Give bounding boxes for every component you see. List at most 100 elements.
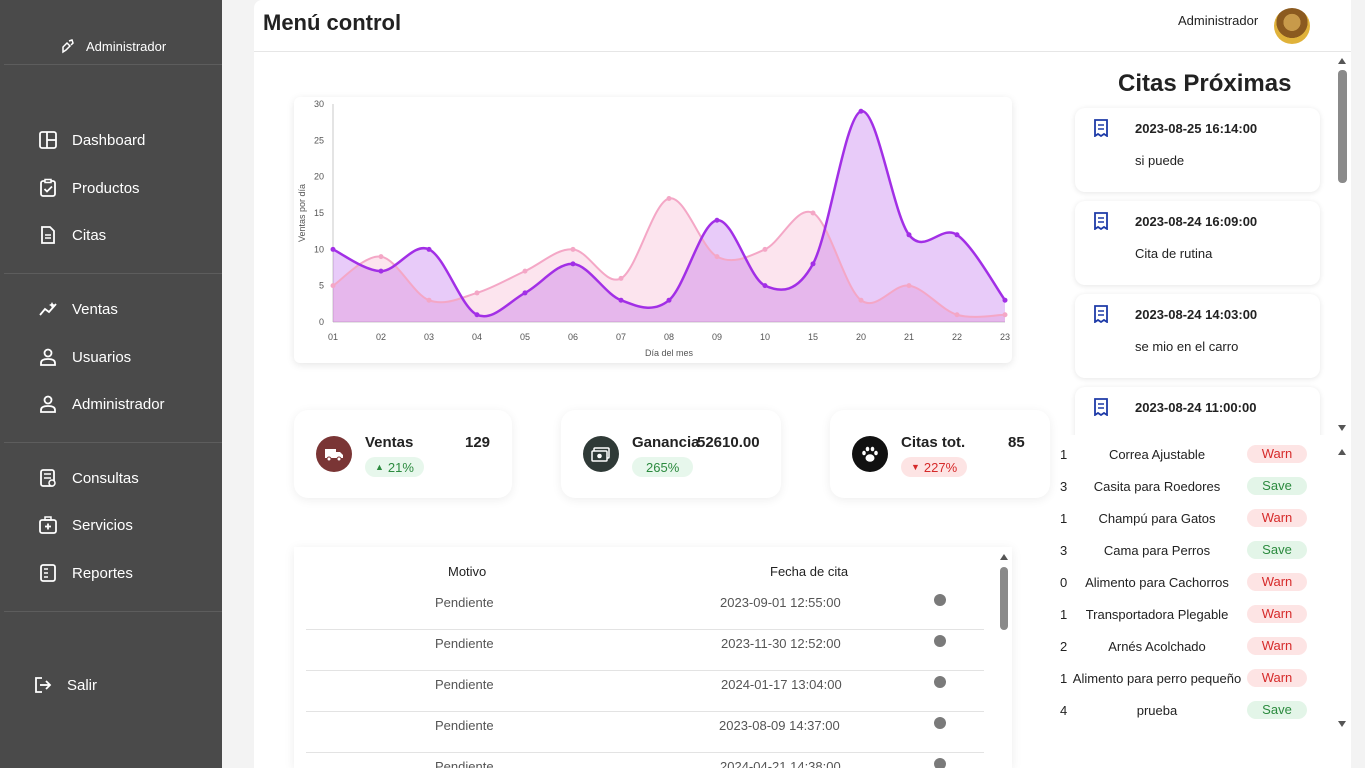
- sidebar-item-servicios[interactable]: Servicios: [38, 515, 133, 535]
- appointment-card[interactable]: 2023-08-24 16:09:00 Cita de rutina: [1075, 201, 1320, 285]
- sidebar-item-label: Servicios: [72, 516, 133, 534]
- sidebar-item-citas[interactable]: Citas: [38, 225, 106, 245]
- x-tick-label: 21: [904, 332, 914, 342]
- status-badge: Warn: [1247, 509, 1307, 527]
- sidebar-item-label: Administrador: [72, 395, 165, 413]
- series-area: [333, 198, 1005, 322]
- sidebar-item-reportes[interactable]: Reportes: [38, 563, 133, 583]
- list-item[interactable]: 0 Alimento para Cachorros Warn: [1060, 570, 1330, 602]
- data-point: [570, 246, 576, 252]
- products-scroll-down[interactable]: [1338, 721, 1346, 727]
- appointments-scrollbar[interactable]: [1338, 70, 1347, 183]
- appointment-card[interactable]: 2023-08-24 14:03:00 se mio en el carro: [1075, 294, 1320, 378]
- product-name: Cama para Perros: [1103, 543, 1211, 558]
- product-name: prueba: [1136, 703, 1178, 718]
- sidebar-item-productos[interactable]: Productos: [38, 178, 140, 198]
- stat-card-ganancia: Ganancia 52610.00 265%: [561, 410, 781, 498]
- products-scroll-up[interactable]: [1338, 449, 1346, 455]
- list-item[interactable]: 4 prueba Save: [1060, 698, 1330, 730]
- x-tick-label: 04: [472, 332, 482, 342]
- cell-motivo: Pendiente: [435, 677, 494, 692]
- divider: [4, 273, 222, 274]
- product-qty: 1: [1060, 671, 1068, 686]
- sidebar-item-label: Consultas: [72, 469, 139, 487]
- stat-label: Ganancia: [632, 434, 700, 451]
- sidebar-item-dashboard[interactable]: Dashboard: [38, 130, 145, 150]
- table-row[interactable]: Pendiente 2023-08-09 14:37:00: [306, 712, 984, 753]
- sidebar-brand-label: Administrador: [86, 38, 167, 54]
- stat-label: Citas tot.: [901, 434, 966, 451]
- user-icon: [40, 348, 56, 366]
- data-point: [954, 232, 960, 238]
- data-point: [522, 268, 528, 274]
- data-point: [954, 312, 960, 318]
- sidebar-item-label: Ventas: [72, 300, 118, 318]
- data-point: [618, 275, 624, 281]
- divider: [4, 442, 222, 443]
- appointment-date: 2023-08-24 11:00:00: [1135, 400, 1257, 415]
- table-row[interactable]: Pendiente 2024-01-17 13:04:00: [306, 671, 984, 712]
- status-badge: Warn: [1247, 445, 1307, 463]
- y-tick-label: 25: [314, 135, 324, 145]
- appointment-date: 2023-08-24 16:09:00: [1135, 214, 1258, 229]
- sidebar-item-administrador[interactable]: Administrador: [38, 394, 165, 414]
- stat-badge: 265%: [632, 457, 694, 477]
- paw-icon: [862, 446, 878, 462]
- sidebar-item-consultas[interactable]: Consultas: [38, 468, 139, 488]
- x-tick-label: 06: [568, 332, 578, 342]
- y-tick-label: 5: [319, 281, 324, 291]
- data-point: [762, 283, 768, 289]
- sidebar-item-label: Citas: [72, 226, 107, 244]
- appointment-card[interactable]: 2023-08-24 11:00:00: [1075, 387, 1320, 435]
- status-badge: Warn: [1247, 605, 1307, 623]
- list-item[interactable]: 1 Transportadora Plegable Warn: [1060, 602, 1330, 634]
- dashboard-icon: [39, 131, 57, 149]
- list-item[interactable]: 1 Correa Ajustable Warn: [1060, 442, 1330, 474]
- user-icon: [40, 395, 56, 413]
- sidebar-item-usuarios[interactable]: Usuarios: [38, 347, 131, 367]
- header-user-name[interactable]: Administrador: [1178, 13, 1259, 28]
- trend-icon: [39, 302, 57, 316]
- scroll-up-arrow[interactable]: [1000, 554, 1008, 560]
- sidebar-brand[interactable]: Administrador: [60, 38, 166, 54]
- cell-motivo: Pendiente: [435, 718, 494, 733]
- list-item[interactable]: 2 Arnés Acolchado Warn: [1060, 634, 1330, 666]
- sidebar-item-label: Usuarios: [72, 348, 132, 366]
- data-point: [570, 261, 576, 267]
- caret-down-icon: ▼: [911, 462, 920, 472]
- appointments-scroll-up[interactable]: [1338, 58, 1346, 64]
- product-qty: 2: [1060, 639, 1068, 654]
- stat-card-ventas: Ventas 129 ▲ 21%: [294, 410, 512, 498]
- receipt-icon: [1094, 305, 1108, 323]
- x-tick-label: 02: [376, 332, 386, 342]
- table-row[interactable]: Pendiente 2024-04-21 14:38:00: [306, 753, 984, 768]
- cell-fecha: 2024-01-17 13:04:00: [721, 677, 842, 692]
- sidebar-item-ventas[interactable]: Ventas: [38, 299, 118, 319]
- table-scrollbar[interactable]: [1000, 567, 1008, 630]
- stat-value: 85: [1008, 434, 1025, 451]
- avatar[interactable]: [1274, 8, 1310, 44]
- product-qty: 4: [1060, 703, 1068, 718]
- list-item[interactable]: 1 Champú para Gatos Warn: [1060, 506, 1330, 538]
- list-item[interactable]: 1 Alimento para perro pequeño Warn: [1060, 666, 1330, 698]
- data-point: [666, 297, 672, 303]
- series-area: [333, 111, 1005, 323]
- truck-icon: [325, 449, 343, 462]
- table-row[interactable]: Pendiente 2023-09-01 12:55:00: [306, 589, 984, 630]
- stat-card-citas: Citas tot. 85 ▼ 227%: [830, 410, 1050, 498]
- list-item[interactable]: 3 Cama para Perros Save: [1060, 538, 1330, 570]
- stat-badge-text: 227%: [923, 459, 958, 475]
- table-row[interactable]: Pendiente 2023-11-30 12:52:00: [306, 630, 984, 671]
- logout-button[interactable]: Salir: [33, 675, 97, 695]
- appointment-card[interactable]: 2023-08-25 16:14:00 si puede: [1075, 108, 1320, 192]
- status-dot: [934, 594, 946, 606]
- divider: [4, 64, 222, 65]
- appointments-scroll-down[interactable]: [1338, 425, 1346, 431]
- list-item[interactable]: 3 Casita para Roedores Save: [1060, 474, 1330, 506]
- x-tick-label: 09: [712, 332, 722, 342]
- x-tick-label: 05: [520, 332, 530, 342]
- status-badge: Warn: [1247, 637, 1307, 655]
- sidebar: Administrador Dashboard Productos Citas …: [0, 0, 222, 768]
- receipt-icon: [1094, 212, 1108, 230]
